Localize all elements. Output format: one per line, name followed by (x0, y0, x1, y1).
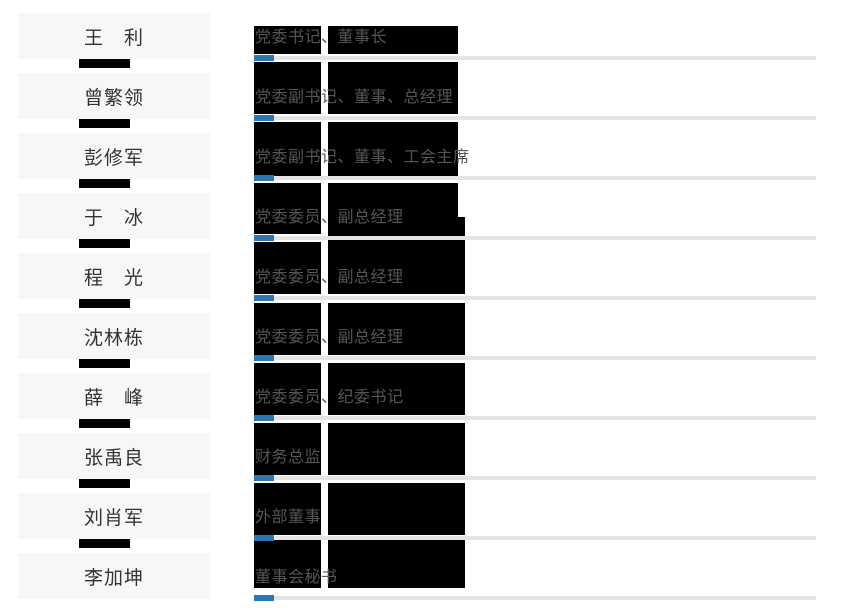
leader-title: 党委委员、副总经理 (255, 209, 404, 226)
leader-name: 李加坤 (83, 567, 144, 589)
divider-line (274, 56, 816, 60)
accent-underline (254, 535, 274, 541)
leader-photo-wide-placeholder[interactable] (328, 122, 458, 176)
leader-name-card[interactable]: 曾繁领 (18, 73, 210, 119)
divider-line (274, 116, 816, 120)
leader-photo-placeholder[interactable] (254, 26, 321, 54)
leader-photo-wide-placeholder[interactable] (328, 483, 465, 535)
leader-photo-wide-placeholder[interactable] (328, 540, 465, 588)
leader-title: 党委副书记、董事、工会主席 (255, 149, 470, 166)
leader-photo-wide-placeholder[interactable] (328, 303, 465, 355)
leader-title: 党委书记、董事长 (255, 29, 388, 46)
leader-photo-wide-placeholder[interactable] (328, 26, 458, 54)
divider-line (274, 596, 816, 600)
leader-name-card[interactable]: 李加坤 (18, 553, 210, 599)
accent-underline (254, 355, 274, 361)
leader-name-card[interactable]: 薛 峰 (18, 373, 210, 419)
accent-underline (254, 175, 274, 181)
leader-photo-placeholder[interactable] (254, 62, 321, 114)
leader-name: 张禹良 (83, 447, 144, 469)
leader-title: 党委委员、副总经理 (255, 329, 404, 346)
leader-name: 王 利 (83, 27, 144, 49)
divider-line (274, 296, 816, 300)
accent-underline (254, 55, 274, 61)
accent-underline (254, 295, 274, 301)
divider-line (274, 536, 816, 540)
divider-line (274, 236, 816, 240)
leader-photo-placeholder[interactable] (254, 303, 321, 355)
leader-photo-placeholder[interactable] (254, 122, 321, 176)
name-underline-bar (79, 299, 130, 308)
leader-name-card[interactable]: 彭修军 (18, 133, 210, 179)
leader-name-card[interactable]: 程 光 (18, 253, 210, 299)
leader-photo-placeholder[interactable] (254, 540, 321, 588)
accent-underline (254, 415, 274, 421)
accent-underline (254, 475, 274, 481)
leader-name: 曾繁领 (83, 87, 144, 109)
leader-title: 党委副书记、董事、总经理 (255, 89, 454, 106)
name-underline-bar (79, 479, 130, 488)
name-underline-bar (79, 419, 130, 428)
leader-title: 外部董事 (255, 509, 322, 526)
leader-name: 彭修军 (83, 147, 144, 169)
leader-photo-wide-placeholder[interactable] (328, 62, 458, 114)
leader-photo-placeholder[interactable] (254, 242, 321, 294)
name-underline-bar (79, 119, 130, 128)
leader-name: 薛 峰 (83, 387, 144, 409)
divider-line (274, 416, 816, 420)
leader-photo-placeholder[interactable] (254, 183, 321, 234)
leader-title: 董事会秘书 (255, 569, 338, 586)
leader-photo-wide-placeholder[interactable] (328, 363, 465, 415)
leader-name: 程 光 (83, 267, 144, 289)
name-underline-bar (79, 539, 130, 548)
leader-photo-wide-placeholder[interactable] (328, 242, 465, 294)
leader-title: 党委委员、纪委书记 (255, 389, 404, 406)
name-underline-bar (79, 179, 130, 188)
divider-line (274, 176, 816, 180)
divider-line (274, 476, 816, 480)
leader-name: 于 冰 (83, 207, 144, 229)
leader-name-card[interactable]: 张禹良 (18, 433, 210, 479)
leader-name: 沈林栋 (83, 327, 144, 349)
accent-underline (254, 595, 274, 601)
accent-underline (254, 115, 274, 121)
leader-photo-placeholder[interactable] (254, 423, 321, 475)
leader-name-card[interactable]: 沈林栋 (18, 313, 210, 359)
name-underline-bar (79, 59, 130, 68)
accent-underline (254, 235, 274, 241)
leader-name-card[interactable]: 王 利 (18, 13, 210, 59)
leader-name-card[interactable]: 于 冰 (18, 193, 210, 239)
divider-line (274, 356, 816, 360)
leader-photo-wide-placeholder[interactable] (328, 423, 465, 475)
name-underline-bar (79, 359, 130, 368)
leader-photo-placeholder[interactable] (254, 483, 321, 535)
leader-photo-placeholder[interactable] (254, 363, 321, 415)
leader-name: 刘肖军 (83, 507, 144, 529)
leader-title: 党委委员、副总经理 (255, 269, 404, 286)
name-underline-bar (79, 239, 130, 248)
leader-name-card[interactable]: 刘肖军 (18, 493, 210, 539)
leader-title: 财务总监 (255, 449, 322, 466)
